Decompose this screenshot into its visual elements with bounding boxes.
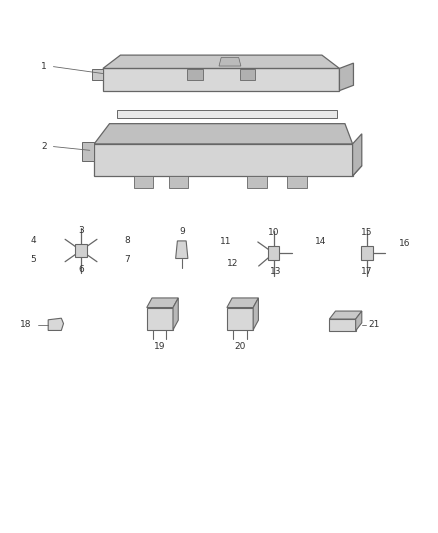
- Polygon shape: [329, 311, 362, 319]
- Polygon shape: [169, 176, 188, 188]
- Polygon shape: [227, 298, 258, 308]
- Text: 18: 18: [20, 320, 31, 329]
- Polygon shape: [240, 69, 255, 80]
- Text: 3: 3: [78, 226, 84, 235]
- Polygon shape: [48, 318, 64, 330]
- Polygon shape: [219, 58, 241, 66]
- Text: 12: 12: [226, 259, 238, 268]
- Polygon shape: [173, 298, 178, 330]
- Polygon shape: [82, 142, 94, 161]
- Polygon shape: [356, 311, 362, 331]
- Polygon shape: [147, 298, 178, 308]
- Text: 14: 14: [314, 238, 326, 246]
- Polygon shape: [353, 134, 362, 176]
- Text: 5: 5: [30, 255, 36, 263]
- Text: 11: 11: [220, 238, 231, 246]
- Polygon shape: [117, 110, 337, 118]
- Polygon shape: [253, 298, 258, 330]
- Text: 20: 20: [234, 342, 246, 351]
- Polygon shape: [94, 124, 353, 144]
- Polygon shape: [176, 241, 188, 259]
- Text: 19: 19: [154, 342, 166, 351]
- Polygon shape: [75, 244, 87, 257]
- Polygon shape: [94, 144, 353, 176]
- Polygon shape: [268, 246, 279, 260]
- Text: 7: 7: [124, 255, 130, 263]
- Polygon shape: [339, 63, 353, 91]
- Text: 4: 4: [30, 236, 36, 245]
- Polygon shape: [103, 55, 339, 68]
- Text: 10: 10: [268, 229, 279, 237]
- Text: 2: 2: [41, 142, 46, 151]
- Polygon shape: [94, 166, 362, 176]
- Text: 21: 21: [368, 320, 379, 329]
- Text: 9: 9: [179, 228, 185, 236]
- Polygon shape: [187, 69, 203, 80]
- Polygon shape: [134, 176, 153, 188]
- Polygon shape: [103, 68, 339, 91]
- Text: 16: 16: [399, 239, 410, 248]
- Polygon shape: [361, 246, 373, 260]
- Text: 8: 8: [124, 236, 130, 245]
- Text: 15: 15: [361, 229, 373, 237]
- Polygon shape: [247, 176, 267, 188]
- Polygon shape: [287, 176, 307, 188]
- Text: 6: 6: [78, 265, 84, 273]
- Polygon shape: [227, 308, 253, 330]
- Text: 13: 13: [270, 268, 282, 276]
- Text: 1: 1: [41, 62, 47, 71]
- Polygon shape: [92, 69, 103, 80]
- Polygon shape: [329, 319, 356, 331]
- Polygon shape: [147, 308, 173, 330]
- Text: 17: 17: [361, 268, 373, 276]
